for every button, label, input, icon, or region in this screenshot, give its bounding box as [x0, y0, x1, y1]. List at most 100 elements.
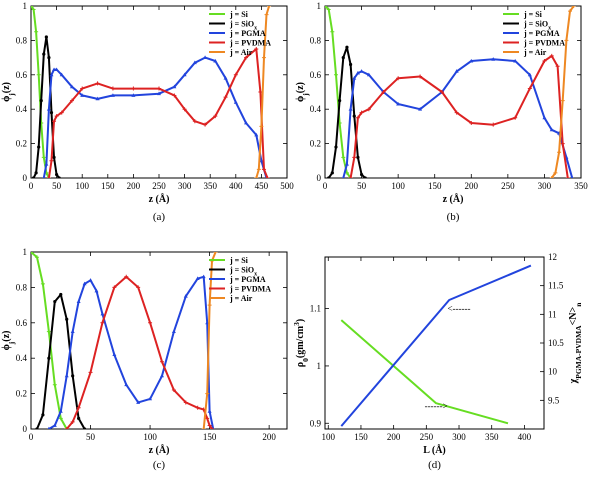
data-point: [35, 427, 39, 429]
data-point: [244, 120, 249, 125]
x-tick-label: 350: [203, 181, 217, 191]
data-point: [549, 53, 554, 58]
data-point: [571, 6, 576, 8]
data-point: [49, 111, 54, 115]
data-point: [80, 86, 85, 91]
chart-panel-b: 0 50 100 150 200 250 300 350 0 0.2 0.4 0.6 0.8 1 z (Å)…: [295, 1, 588, 223]
data-point: [55, 172, 59, 177]
y-tick-label: 0.6: [310, 70, 322, 80]
data-point: [76, 405, 81, 410]
data-point: [348, 176, 353, 178]
y-tick-label: 0: [23, 424, 28, 434]
data-point: [44, 162, 49, 166]
data-point: [344, 162, 349, 166]
data-point: [396, 101, 401, 106]
series-group: [340, 264, 532, 427]
data-point: [76, 299, 81, 303]
x-axis-label: z (Å): [443, 193, 464, 205]
data-point: [95, 81, 100, 86]
x-tick-label: 200: [127, 181, 141, 191]
data-point: [131, 86, 136, 91]
data-point: [157, 91, 161, 96]
y-tick-label: 0: [23, 173, 28, 183]
data-point: [549, 176, 554, 178]
data-point: [124, 382, 129, 387]
data-point: [265, 176, 270, 178]
data-point: [195, 405, 200, 410]
data-point: [46, 176, 51, 178]
x-tick-label: 300: [452, 432, 466, 442]
x-tick-label: 300: [178, 181, 192, 191]
data-point: [513, 115, 518, 120]
y-tick-label: 1: [317, 361, 322, 371]
data-point: [58, 409, 63, 413]
data-point: [491, 122, 496, 127]
data-point: [359, 69, 364, 73]
x-tick-label: 250: [152, 181, 166, 191]
data-point: [47, 56, 51, 60]
x-tick-label: 450: [255, 181, 269, 191]
legend-entry: j = Si: [229, 256, 249, 265]
y-tick-label: 0.8: [16, 282, 28, 292]
data-point: [65, 317, 69, 321]
x-tick-label: 0: [323, 181, 328, 191]
panel-caption: (b): [447, 211, 460, 223]
data-point: [136, 400, 141, 404]
data-point: [57, 176, 61, 178]
series-line-jpvdma: [47, 48, 269, 178]
data-point: [39, 99, 43, 103]
legend-entry: j = PVDMA: [229, 39, 271, 48]
data-point: [159, 359, 164, 364]
data-point: [183, 400, 188, 405]
y-tick-label: 0.8: [16, 35, 28, 45]
series-line-jpgma: [342, 58, 574, 178]
data-point: [454, 69, 459, 73]
data-point: [71, 374, 75, 378]
data-point: [233, 100, 238, 104]
data-point: [254, 176, 259, 178]
x-axis-label: L (Å): [423, 444, 446, 456]
data-point: [341, 56, 345, 60]
data-point: [205, 416, 210, 421]
x-tick-label: 350: [574, 181, 588, 191]
data-point: [172, 93, 177, 98]
data-point: [183, 294, 188, 298]
data-point: [254, 132, 259, 137]
data-point: [542, 59, 547, 64]
x-tick-label: 150: [354, 432, 368, 442]
data-point: [244, 55, 249, 60]
y-tick-label: 1: [23, 247, 28, 257]
legend-entry: j = PVDMA: [229, 285, 271, 294]
data-point: [112, 352, 117, 357]
y-tick-label: 0.4: [16, 353, 28, 363]
data-point: [47, 356, 51, 360]
data-point: [148, 396, 153, 401]
data-point: [58, 416, 63, 421]
data-point: [46, 107, 51, 111]
data-point: [148, 320, 153, 325]
y-tick-label: 1.1: [310, 304, 321, 314]
data-point: [70, 329, 75, 334]
series-line-jpgma: [42, 56, 268, 178]
data-point: [52, 382, 57, 387]
data-point: [209, 427, 214, 429]
data-point: [77, 416, 81, 420]
x-tick-label: 200: [387, 432, 401, 442]
series-line-line-1: [340, 264, 532, 427]
x-tick-label: 100: [322, 432, 336, 442]
data-point: [207, 423, 212, 428]
data-point: [469, 58, 474, 63]
data-point: [69, 98, 74, 103]
data-point: [349, 62, 353, 67]
data-point: [527, 86, 532, 91]
data-point: [549, 127, 554, 132]
plot-frame: [30, 251, 288, 430]
data-point: [564, 38, 569, 43]
data-point: [203, 55, 208, 59]
series-line-jpvdma: [65, 275, 213, 429]
data-point: [223, 76, 228, 80]
data-point: [352, 114, 356, 118]
data-point: [352, 155, 357, 160]
